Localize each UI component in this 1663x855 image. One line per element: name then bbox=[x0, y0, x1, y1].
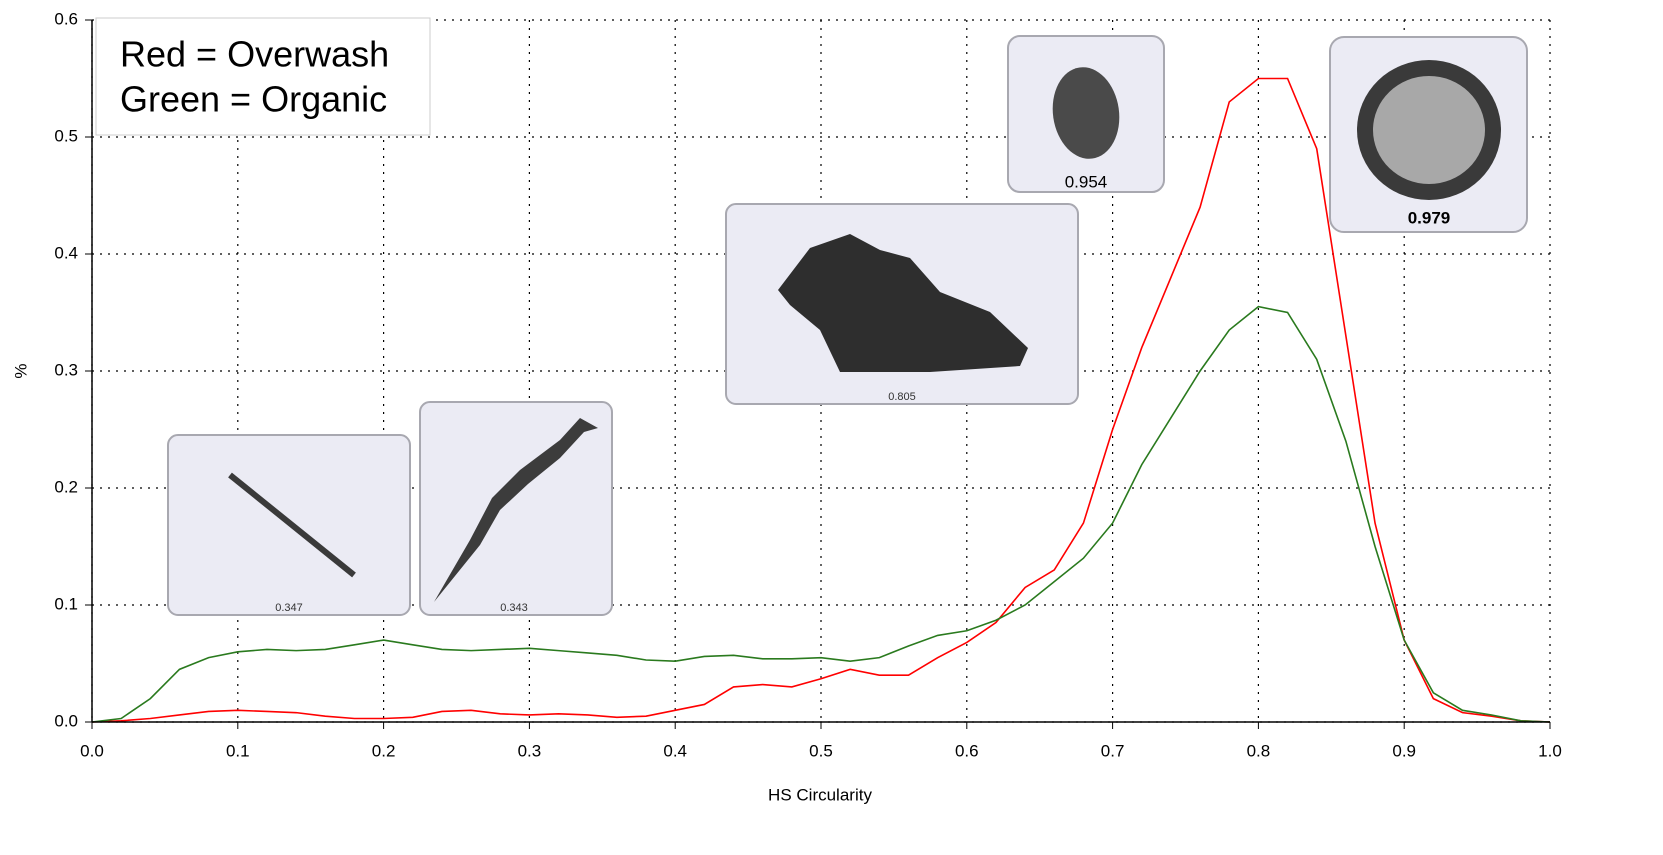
y-tick-label: 0.2 bbox=[54, 477, 78, 496]
x-tick-label: 0.2 bbox=[372, 741, 396, 760]
x-tick-label: 0.8 bbox=[1247, 741, 1271, 760]
legend-entry: Green = Organic bbox=[120, 79, 387, 120]
legend bbox=[95, 17, 431, 136]
x-tick-label: 0.1 bbox=[226, 741, 250, 760]
y-axis-label: % bbox=[11, 363, 30, 378]
y-tick-label: 0.4 bbox=[54, 243, 78, 262]
plot bbox=[91, 77, 1551, 723]
x-tick-label: 0.3 bbox=[518, 741, 542, 760]
legend-entry: Red = Overwash bbox=[120, 34, 389, 75]
particle-label: 0.805 bbox=[888, 391, 916, 403]
x-axis-label: HS Circularity bbox=[768, 785, 872, 804]
particle-image: 0.805 bbox=[725, 203, 1079, 405]
x-tick-label: 0.5 bbox=[809, 741, 833, 760]
x-tick-label: 0.6 bbox=[955, 741, 979, 760]
particle-image: 0.343 bbox=[419, 401, 613, 616]
y-tick-label: 0.3 bbox=[54, 360, 78, 379]
line-series bbox=[91, 305, 1551, 723]
particle-label: 0.954 bbox=[1065, 172, 1108, 191]
y-tick-label: 0.0 bbox=[54, 711, 78, 730]
x-tick-label: 0.0 bbox=[80, 741, 104, 760]
x-tick-label: 1.0 bbox=[1538, 741, 1562, 760]
particle-label: 0.979 bbox=[1408, 208, 1451, 227]
x-tick-label: 0.9 bbox=[1392, 741, 1416, 760]
line-series bbox=[91, 77, 1551, 723]
particle-label: 0.343 bbox=[500, 602, 528, 614]
particle-image: 0.347 bbox=[167, 434, 411, 616]
particle-label: 0.347 bbox=[275, 602, 303, 614]
x-tick-label: 0.4 bbox=[663, 741, 687, 760]
particle-image: 0.979 bbox=[1329, 36, 1528, 233]
particle-image: 0.954 bbox=[1007, 35, 1165, 193]
y-tick-label: 0.5 bbox=[54, 126, 78, 145]
x-tick-label: 0.7 bbox=[1101, 741, 1125, 760]
y-tick-label: 0.6 bbox=[54, 9, 78, 28]
y-tick-label: 0.1 bbox=[54, 594, 78, 613]
